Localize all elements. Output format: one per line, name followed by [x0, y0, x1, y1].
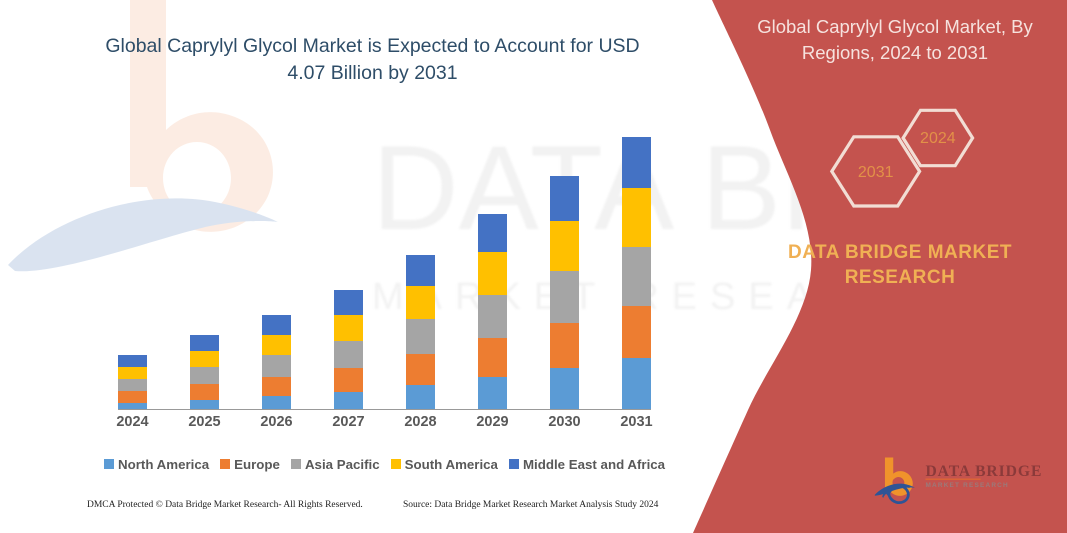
svg-text:2024: 2024	[920, 130, 956, 147]
svg-text:2031: 2031	[858, 164, 894, 181]
